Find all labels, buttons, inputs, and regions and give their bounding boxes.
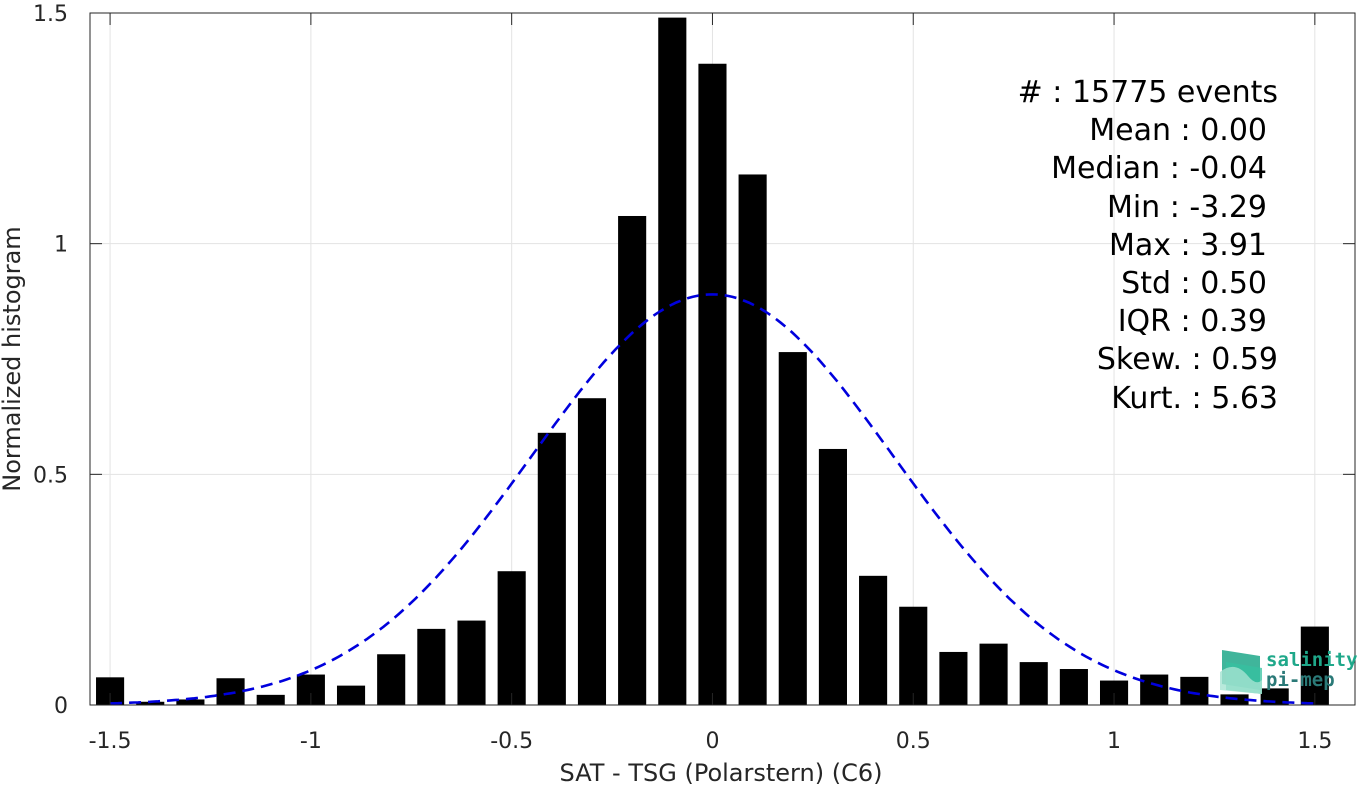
x-tick-label: -0.5 [490, 729, 533, 754]
y-axis-label: Normalized histogram [0, 226, 26, 491]
stat-median: Median : -0.04 [1051, 151, 1267, 186]
histogram-bar [377, 654, 406, 705]
histogram-bar [1019, 662, 1048, 705]
histogram-bar [537, 432, 566, 705]
histogram-bar [136, 701, 165, 705]
stat-std: Std : 0.50 [1121, 266, 1267, 301]
histogram-bar [176, 699, 205, 705]
stat-iqr: IQR : 0.39 [1118, 304, 1267, 339]
histogram-bar [417, 628, 446, 705]
histogram-bar [1140, 674, 1169, 705]
histogram-bar [618, 215, 647, 705]
x-tick-label: 0 [705, 729, 719, 754]
y-tick-label: 1.5 [33, 2, 68, 27]
x-tick-label: 0.5 [896, 729, 931, 754]
logo-text-pi-mep: pi-mep [1266, 669, 1335, 691]
salinity-pi-mep-logo: salinity pi-mep [1220, 649, 1358, 694]
histogram-bar [1180, 676, 1209, 705]
y-tick-labels: 0 0.5 1 1.5 [33, 2, 68, 719]
normal-fit-curve [110, 293, 1315, 705]
histogram-bar [738, 174, 767, 705]
stat-kurtosis: Kurt. : 5.63 [1111, 381, 1278, 416]
histogram-bar [216, 678, 245, 705]
histogram-bar [577, 398, 607, 705]
histogram-bar [778, 352, 807, 705]
stat-count: # : 15775 events [1018, 75, 1278, 110]
histogram-bar [979, 643, 1008, 705]
y-tick-label: 0 [54, 694, 68, 719]
y-tick-label: 1 [54, 233, 68, 258]
x-tick-label: -1 [300, 729, 322, 754]
y-tick-label: 0.5 [33, 463, 68, 488]
axis-ticks [90, 12, 1355, 706]
histogram-bar [1059, 669, 1088, 705]
x-tick-labels: -1.5 -1 -0.5 0 0.5 1 1.5 [89, 729, 1333, 754]
histogram-bar [256, 694, 285, 705]
histogram-bar [1300, 626, 1329, 705]
plot-frame [89, 12, 1356, 706]
histogram-bar [336, 685, 366, 705]
histogram-bar [457, 620, 486, 705]
histogram-bar [859, 575, 888, 705]
stat-min: Min : -3.29 [1107, 190, 1267, 225]
histogram-bar [939, 651, 968, 705]
stat-skewness: Skew. : 0.59 [1097, 342, 1278, 377]
histogram-bar [658, 17, 687, 705]
x-tick-label: 1 [1107, 729, 1121, 754]
histogram-bar [698, 63, 727, 706]
logo-text-salinity: salinity [1266, 649, 1358, 671]
stat-mean: Mean : 0.00 [1089, 113, 1267, 148]
x-tick-label: -1.5 [89, 729, 132, 754]
x-tick-label: 1.5 [1297, 729, 1332, 754]
histogram-bar [818, 448, 847, 705]
histogram-bar [899, 606, 928, 705]
logo-mark-icon [1220, 650, 1262, 694]
x-axis-label: SAT - TSG (Polarstern) (C6) [560, 759, 883, 785]
stat-max: Max : 3.91 [1109, 228, 1267, 263]
histogram-bar [497, 571, 526, 705]
statistics-box: # : 15775 events Mean : 0.00 Median : -0… [1018, 75, 1278, 416]
